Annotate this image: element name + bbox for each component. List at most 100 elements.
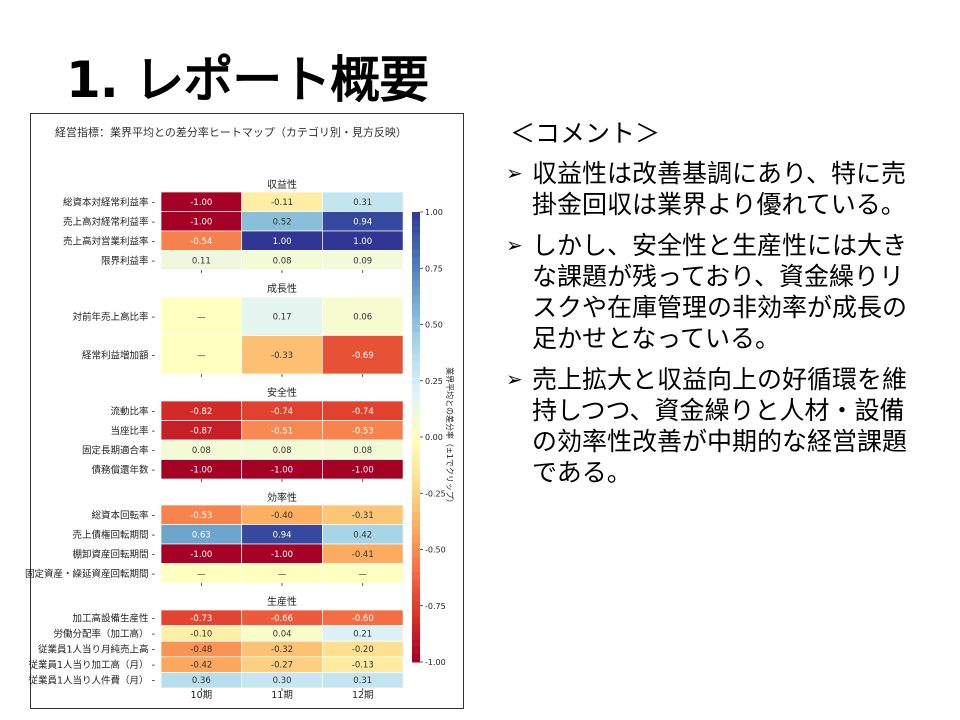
cell-value: 0.08 (353, 446, 372, 456)
colorbar-segment (412, 437, 420, 445)
cell-value: 0.08 (273, 446, 292, 456)
colorbar-segment (412, 257, 420, 265)
heatmap-cell (241, 296, 323, 336)
heatmap-cell (322, 335, 404, 375)
colorbar-segment (412, 594, 420, 603)
row-label: 従業員1人当り加工高（月） - (29, 659, 156, 671)
colorbar-segment (412, 294, 420, 303)
cell-value: -0.53 (352, 426, 374, 436)
comment-text: 収益性は改善基調にあり、特に売掛金回収は業界より優れている。 (532, 159, 907, 219)
colorbar-segment (412, 557, 420, 565)
colorbar-segment (412, 249, 420, 258)
cell-value: -0.13 (352, 661, 374, 671)
colorbar-segment (412, 377, 420, 385)
row-label: 対前年売上高比率 - (73, 311, 155, 323)
colorbar-segment (412, 392, 420, 400)
row-label: 棚卸資産回転期間 - (73, 548, 155, 560)
cell-value: 0.63 (192, 530, 211, 540)
colorbar-segment (412, 339, 420, 348)
cell-value: 0.21 (353, 629, 372, 639)
colorbar-segment (412, 302, 420, 310)
cell-value: 0.31 (353, 198, 372, 208)
cell-value: -0.40 (271, 511, 293, 521)
row-label: 流動比率 - (111, 405, 155, 417)
colorbar-segment (412, 609, 420, 618)
cell-value: 1.00 (273, 237, 292, 247)
cell-value: -0.51 (271, 426, 293, 436)
cell-value: 0.04 (273, 629, 292, 639)
colorbar-segment (412, 482, 420, 490)
colorbar-segment (412, 579, 420, 588)
colorbar-tick-label: -1.00 (425, 658, 446, 667)
colorbar-segment (412, 272, 420, 280)
comment-text: しかし、安全性と生産性には大きな課題が残っており、資金繰りリスクや在庫管理の非効… (532, 231, 908, 353)
heatmap-cell (241, 335, 323, 375)
cell-value: -0.32 (271, 645, 293, 655)
x-tick-label: 12期 (352, 690, 374, 701)
colorbar-segment (412, 354, 420, 363)
colorbar-segment (412, 414, 420, 423)
comment-item: ➢ 収益性は改善基調にあり、特に売掛金回収は業界より優れている。 (506, 158, 926, 220)
group-title: 効率性 (267, 491, 297, 504)
colorbar-segment (412, 489, 420, 498)
cell-value: -0.20 (352, 645, 374, 655)
cell-value: 0.17 (273, 312, 292, 322)
cell-value: -1.00 (190, 550, 212, 560)
colorbar-tick-label: 1.00 (425, 208, 443, 217)
colorbar-segment (412, 549, 420, 558)
colorbar-segment (412, 429, 420, 438)
cell-value: 0.52 (273, 217, 292, 227)
colorbar-label: 業界平均との差分率（±1でクリップ） (445, 367, 455, 507)
cell-value: -1.00 (190, 198, 212, 208)
row-label: 経常利益増加額 - (82, 349, 155, 361)
row-label: 固定長期適合率 - (82, 444, 155, 456)
colorbar-segment (412, 347, 420, 355)
cell-value: -0.42 (190, 661, 212, 671)
comments-panel: ＜コメント＞ ➢ 収益性は改善基調にあり、特に売掛金回収は業界より優れている。 … (506, 114, 926, 498)
colorbar-tick-label: 0.25 (425, 377, 443, 386)
cell-value: 1.00 (353, 237, 372, 247)
comments-heading: ＜コメント＞ (510, 119, 661, 148)
arrow-bullet-icon: ➢ (506, 161, 523, 185)
chart-title: 経営指標：業界平均との差分率ヒートマップ（カテゴリ別・見方反映） (55, 125, 407, 139)
cell-value: — (359, 569, 368, 579)
row-label: 加工高設備生産性 - (73, 612, 155, 624)
cell-value: -1.00 (190, 217, 212, 227)
cell-value: 0.09 (353, 256, 372, 266)
colorbar-segment (412, 369, 420, 378)
colorbar-segment (412, 279, 420, 288)
colorbar-segment (412, 219, 420, 228)
colorbar-segment (412, 527, 420, 535)
cell-value: 0.08 (192, 446, 211, 456)
colorbar-segment (412, 459, 420, 468)
colorbar-segment (412, 542, 420, 550)
slide-title: 1. レポート概要 (66, 51, 429, 109)
colorbar-segment (412, 422, 420, 430)
row-label: 固定資産・繰延資産回転期間 - (25, 568, 155, 580)
colorbar-segment (412, 519, 420, 528)
colorbar-segment (412, 384, 420, 393)
colorbar-segment (412, 452, 420, 460)
heatmap-cell (322, 296, 404, 336)
colorbar-segment (412, 362, 420, 370)
colorbar-segment (412, 647, 420, 655)
colorbar-segment (412, 639, 420, 648)
colorbar-segment (412, 654, 420, 663)
colorbar-segment (412, 534, 420, 543)
cell-value: -0.10 (190, 629, 212, 639)
colorbar-segment (412, 309, 420, 318)
cell-value: -0.87 (190, 426, 212, 436)
colorbar-segment (412, 572, 420, 580)
cell-value: -0.60 (352, 614, 374, 624)
colorbar-segment (412, 212, 420, 220)
cell-value: — (197, 312, 206, 322)
arrow-bullet-icon: ➢ (506, 233, 523, 257)
cell-value: — (197, 351, 206, 361)
row-label: 限界利益率 - (101, 255, 155, 267)
colorbar-tick-label: -0.25 (425, 489, 446, 498)
row-label: 従業員1人当り人件費（月） - (29, 675, 156, 687)
colorbar-segment (412, 564, 420, 573)
cell-value: 0.36 (192, 676, 211, 686)
comment-item: ➢ 売上拡大と収益向上の好循環を維持しつつ、資金繰りと人材・設備の効率性改善が中… (506, 364, 926, 488)
